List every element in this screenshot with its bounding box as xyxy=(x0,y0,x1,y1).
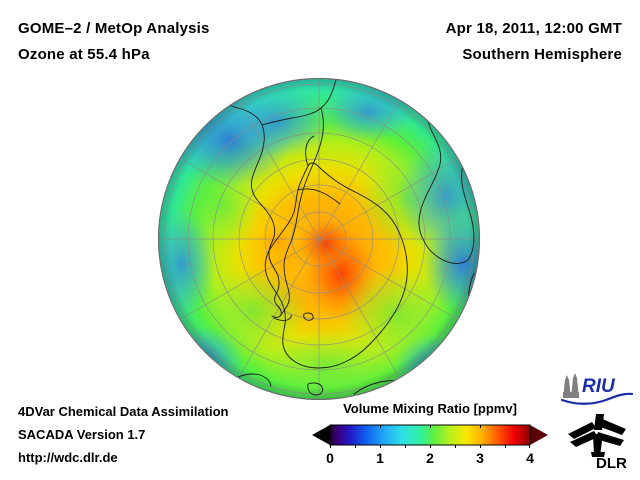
hemisphere-label: Southern Hemisphere xyxy=(462,46,622,63)
website-link[interactable]: http://wdc.dlr.de xyxy=(18,450,118,465)
coastline-antarctica xyxy=(264,162,408,369)
footer-left-block: 4DVar Chemical Data Assimilation SACADA … xyxy=(18,400,318,469)
ozone-field-layer xyxy=(159,79,479,399)
dlr-logo: DLR xyxy=(566,412,632,470)
page-subtitle: Ozone at 55.4 hPa xyxy=(18,46,150,63)
colorbar-tick-4: 4 xyxy=(526,450,534,466)
coastline-south-america xyxy=(209,93,282,318)
colorbar-tick-2: 2 xyxy=(426,450,434,466)
coastline-antarctica-inland xyxy=(297,188,341,205)
cathedral-towers-icon xyxy=(563,373,579,398)
colorbar-figure: 0 1 2 3 4 xyxy=(310,422,550,472)
colorbar-low-extend-arrow xyxy=(312,425,330,445)
colorbar-gradient-bar xyxy=(330,425,530,445)
colorbar: Volume Mixing Ratio [ppmv] xyxy=(310,400,550,472)
graticule-layer xyxy=(160,80,478,398)
coastline-tasmania xyxy=(307,382,324,396)
dlr-eagle-icon xyxy=(568,414,626,457)
coastline-falkland xyxy=(303,312,314,321)
meridian-lines xyxy=(160,80,478,398)
riu-logo: RIU xyxy=(558,372,636,406)
colorbar-tick-labels: 0 1 2 3 4 xyxy=(310,449,550,469)
colorbar-tick-1: 1 xyxy=(376,450,384,466)
riu-logo-svg: RIU xyxy=(560,373,634,405)
colorbar-major-ticks xyxy=(330,425,530,448)
dlr-wordmark: DLR xyxy=(596,455,627,470)
riu-swoosh-icon xyxy=(560,392,634,405)
ozone-map-svg xyxy=(158,78,480,400)
header-left-block: GOME–2 / MetOp Analysis Ozone at 55.4 hP… xyxy=(18,16,348,68)
globe-limb-outline xyxy=(158,78,480,400)
coastline-layer xyxy=(209,79,479,398)
colorbar-title: Volume Mixing Ratio [ppmv] xyxy=(343,401,517,416)
timestamp-label: Apr 18, 2011, 12:00 GMT xyxy=(445,20,622,37)
coastline-south-america-southeast xyxy=(280,107,324,316)
assimilation-label: 4DVar Chemical Data Assimilation xyxy=(18,404,229,419)
colorbar-gradient xyxy=(312,424,548,448)
colorbar-tick-3: 3 xyxy=(476,450,484,466)
page-title: GOME–2 / MetOp Analysis xyxy=(18,20,210,37)
globe-map xyxy=(158,78,480,400)
colorbar-high-extend-arrow xyxy=(530,425,548,445)
coastline-tierra-del-fuego xyxy=(273,314,292,321)
riu-wordmark: RIU xyxy=(582,376,616,397)
colorbar-tick-0: 0 xyxy=(326,450,334,466)
coastline-new-zealand xyxy=(235,373,272,387)
version-label: SACADA Version 1.7 xyxy=(18,427,146,442)
coastline-africa xyxy=(418,83,469,264)
header-right-block: Apr 18, 2011, 12:00 GMT Southern Hemisph… xyxy=(292,16,622,68)
coastline-antarctic-peninsula xyxy=(305,135,315,167)
colorbar-minor-ticks xyxy=(355,445,506,448)
dlr-logo-svg: DLR xyxy=(568,414,627,470)
